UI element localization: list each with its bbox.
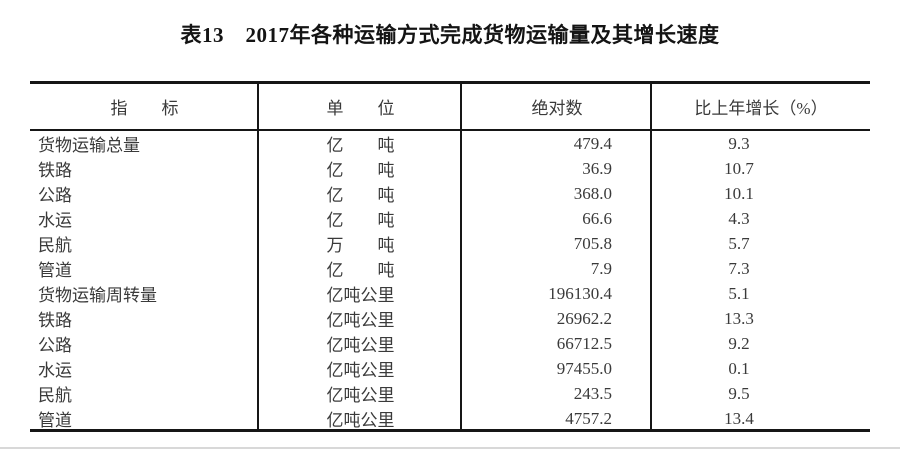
unit-cell: 亿 吨: [326, 186, 395, 205]
table-header-row: 指 标 单 位 绝对数 比上年增长（%）: [30, 84, 870, 131]
table-row: 管道 亿吨公里 4757.2 13.4: [30, 406, 870, 431]
unit-cell: 亿吨公里: [326, 286, 395, 305]
growth-cell: 5.7: [728, 233, 750, 253]
header-growth: 比上年增长（%）: [694, 99, 828, 118]
indicator-cell: 铁路: [38, 161, 72, 180]
table-row: 铁路 亿吨公里 26962.2 13.3: [30, 306, 870, 331]
indicator-cell: 水运: [38, 211, 72, 230]
page-title: 表13 2017年各种运输方式完成货物运输量及其增长速度: [180, 23, 720, 47]
image-bottom-rule: [0, 447, 900, 449]
header-absolute: 绝对数: [531, 99, 583, 118]
table-row: 货物运输周转量 亿吨公里 196130.4 5.1: [30, 281, 870, 306]
header-unit: 单 位: [326, 99, 395, 118]
growth-cell: 13.4: [724, 408, 754, 428]
value-cell: 368.0: [573, 183, 612, 203]
unit-cell: 亿 吨: [326, 136, 395, 155]
growth-cell: 9.3: [728, 133, 750, 153]
growth-cell: 0.1: [728, 358, 750, 378]
table-row: 公路 亿吨公里 66712.5 9.2: [30, 331, 870, 356]
indicator-cell: 公路: [38, 186, 72, 205]
table-row: 民航 万 吨 705.8 5.7: [30, 231, 870, 256]
table-row: 铁路 亿 吨 36.9 10.7: [30, 156, 870, 181]
indicator-cell: 水运: [38, 361, 72, 380]
growth-cell: 9.2: [728, 333, 750, 353]
table-row: 管道 亿 吨 7.9 7.3: [30, 256, 870, 281]
unit-cell: 亿吨公里: [326, 336, 395, 355]
growth-cell: 10.7: [724, 158, 754, 178]
value-cell: 196130.4: [548, 283, 612, 303]
indicator-cell: 民航: [38, 236, 72, 255]
unit-cell: 亿 吨: [326, 261, 395, 280]
growth-cell: 5.1: [728, 283, 750, 303]
growth-cell: 10.1: [724, 183, 754, 203]
column-divider-1: [257, 84, 259, 429]
unit-cell: 亿 吨: [326, 211, 395, 230]
indicator-cell: 公路: [38, 336, 72, 355]
growth-cell: 9.5: [728, 383, 750, 403]
value-cell: 705.8: [573, 233, 612, 253]
table-body: 货物运输总量 亿 吨 479.4 9.3 铁路 亿 吨 36.9 10.7 公路…: [30, 131, 870, 431]
value-cell: 479.4: [573, 133, 612, 153]
table-row: 水运 亿 吨 66.6 4.3: [30, 206, 870, 231]
table-row: 水运 亿吨公里 97455.0 0.1: [30, 356, 870, 381]
value-cell: 4757.2: [565, 408, 612, 428]
value-cell: 66712.5: [556, 333, 612, 353]
unit-cell: 亿吨公里: [326, 411, 395, 430]
value-cell: 243.5: [573, 383, 612, 403]
unit-cell: 亿吨公里: [326, 361, 395, 380]
table-row: 公路 亿 吨 368.0 10.1: [30, 181, 870, 206]
column-divider-2: [460, 84, 462, 429]
column-divider-3: [650, 84, 652, 429]
freight-table: 指 标 单 位 绝对数 比上年增长（%） 货物运输总量 亿 吨 479.4 9.…: [30, 81, 870, 432]
indicator-cell: 铁路: [38, 311, 72, 330]
header-indicator: 指 标: [110, 99, 179, 118]
value-cell: 66.6: [582, 208, 612, 228]
growth-cell: 13.3: [724, 308, 754, 328]
value-cell: 36.9: [582, 158, 612, 178]
unit-cell: 亿吨公里: [326, 311, 395, 330]
value-cell: 7.9: [590, 258, 612, 278]
unit-cell: 亿吨公里: [326, 386, 395, 405]
value-cell: 26962.2: [556, 308, 612, 328]
growth-cell: 4.3: [728, 208, 750, 228]
unit-cell: 万 吨: [326, 236, 395, 255]
indicator-cell: 货物运输周转量: [38, 286, 157, 305]
table-row: 民航 亿吨公里 243.5 9.5: [30, 381, 870, 406]
table-row: 货物运输总量 亿 吨 479.4 9.3: [30, 131, 870, 156]
indicator-cell: 货物运输总量: [38, 136, 140, 155]
unit-cell: 亿 吨: [326, 161, 395, 180]
growth-cell: 7.3: [728, 258, 750, 278]
indicator-cell: 民航: [38, 386, 72, 405]
indicator-cell: 管道: [38, 411, 72, 430]
indicator-cell: 管道: [38, 261, 72, 280]
value-cell: 97455.0: [556, 358, 612, 378]
